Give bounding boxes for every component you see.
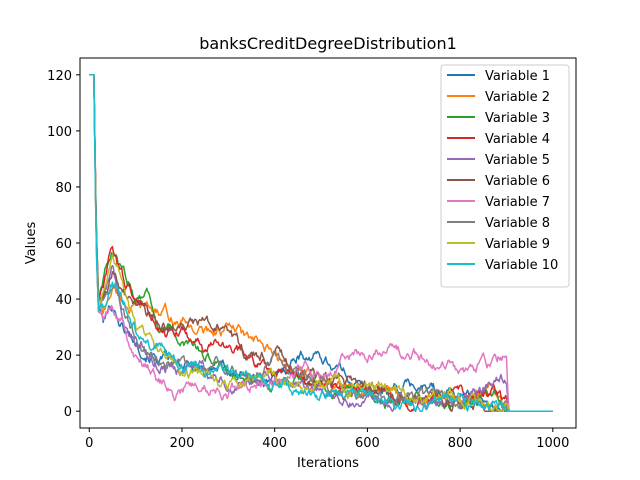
x-tick-label: 200: [170, 436, 195, 451]
series-line: [89, 74, 553, 412]
y-tick-label: 80: [55, 181, 72, 196]
x-tick-label: 400: [262, 436, 287, 451]
y-axis-label: Values: [24, 222, 39, 265]
y-tick-label: 120: [47, 69, 72, 84]
legend: Variable 1 Variable 2 Variable 3 Variable 4…: [440, 64, 570, 288]
legend-entry: Variable 3: [485, 111, 550, 126]
y-tick-label: 60: [55, 237, 72, 252]
y-tick-label: 40: [55, 293, 72, 308]
legend-entry: Variable 7: [485, 195, 550, 210]
chart-title: banksCreditDegreeDistribution1: [199, 34, 457, 53]
series-line: [89, 74, 553, 412]
x-tick-label: 1000: [536, 436, 569, 451]
legend-entry: Variable 6: [485, 174, 550, 189]
legend-entry: Variable 1: [485, 69, 550, 84]
series-line: [89, 74, 553, 412]
legend-entry: Variable 8: [485, 216, 550, 231]
x-axis-label: Iterations: [297, 456, 359, 471]
legend-entry: Variable 5: [485, 153, 550, 168]
legend-entry: Variable 2: [485, 90, 550, 105]
legend-box: [440, 64, 570, 288]
x-tick-label: 0: [85, 436, 93, 451]
y-tick-label: 20: [55, 349, 72, 364]
series-line: [89, 74, 553, 412]
legend-entry: Variable 4: [485, 132, 550, 147]
y-axis: 0 20 40 60 80 100 120: [47, 69, 80, 420]
plot-area: [89, 74, 553, 412]
series-line: [89, 74, 553, 412]
y-tick-label: 100: [47, 125, 72, 140]
legend-entry: Variable 9: [485, 237, 550, 252]
x-axis: 0 200 400 600 800 1000: [85, 428, 569, 451]
x-tick-label: 600: [355, 436, 380, 451]
y-tick-label: 0: [64, 405, 72, 420]
legend-entry: Variable 10: [485, 258, 558, 273]
x-tick-label: 800: [448, 436, 473, 451]
